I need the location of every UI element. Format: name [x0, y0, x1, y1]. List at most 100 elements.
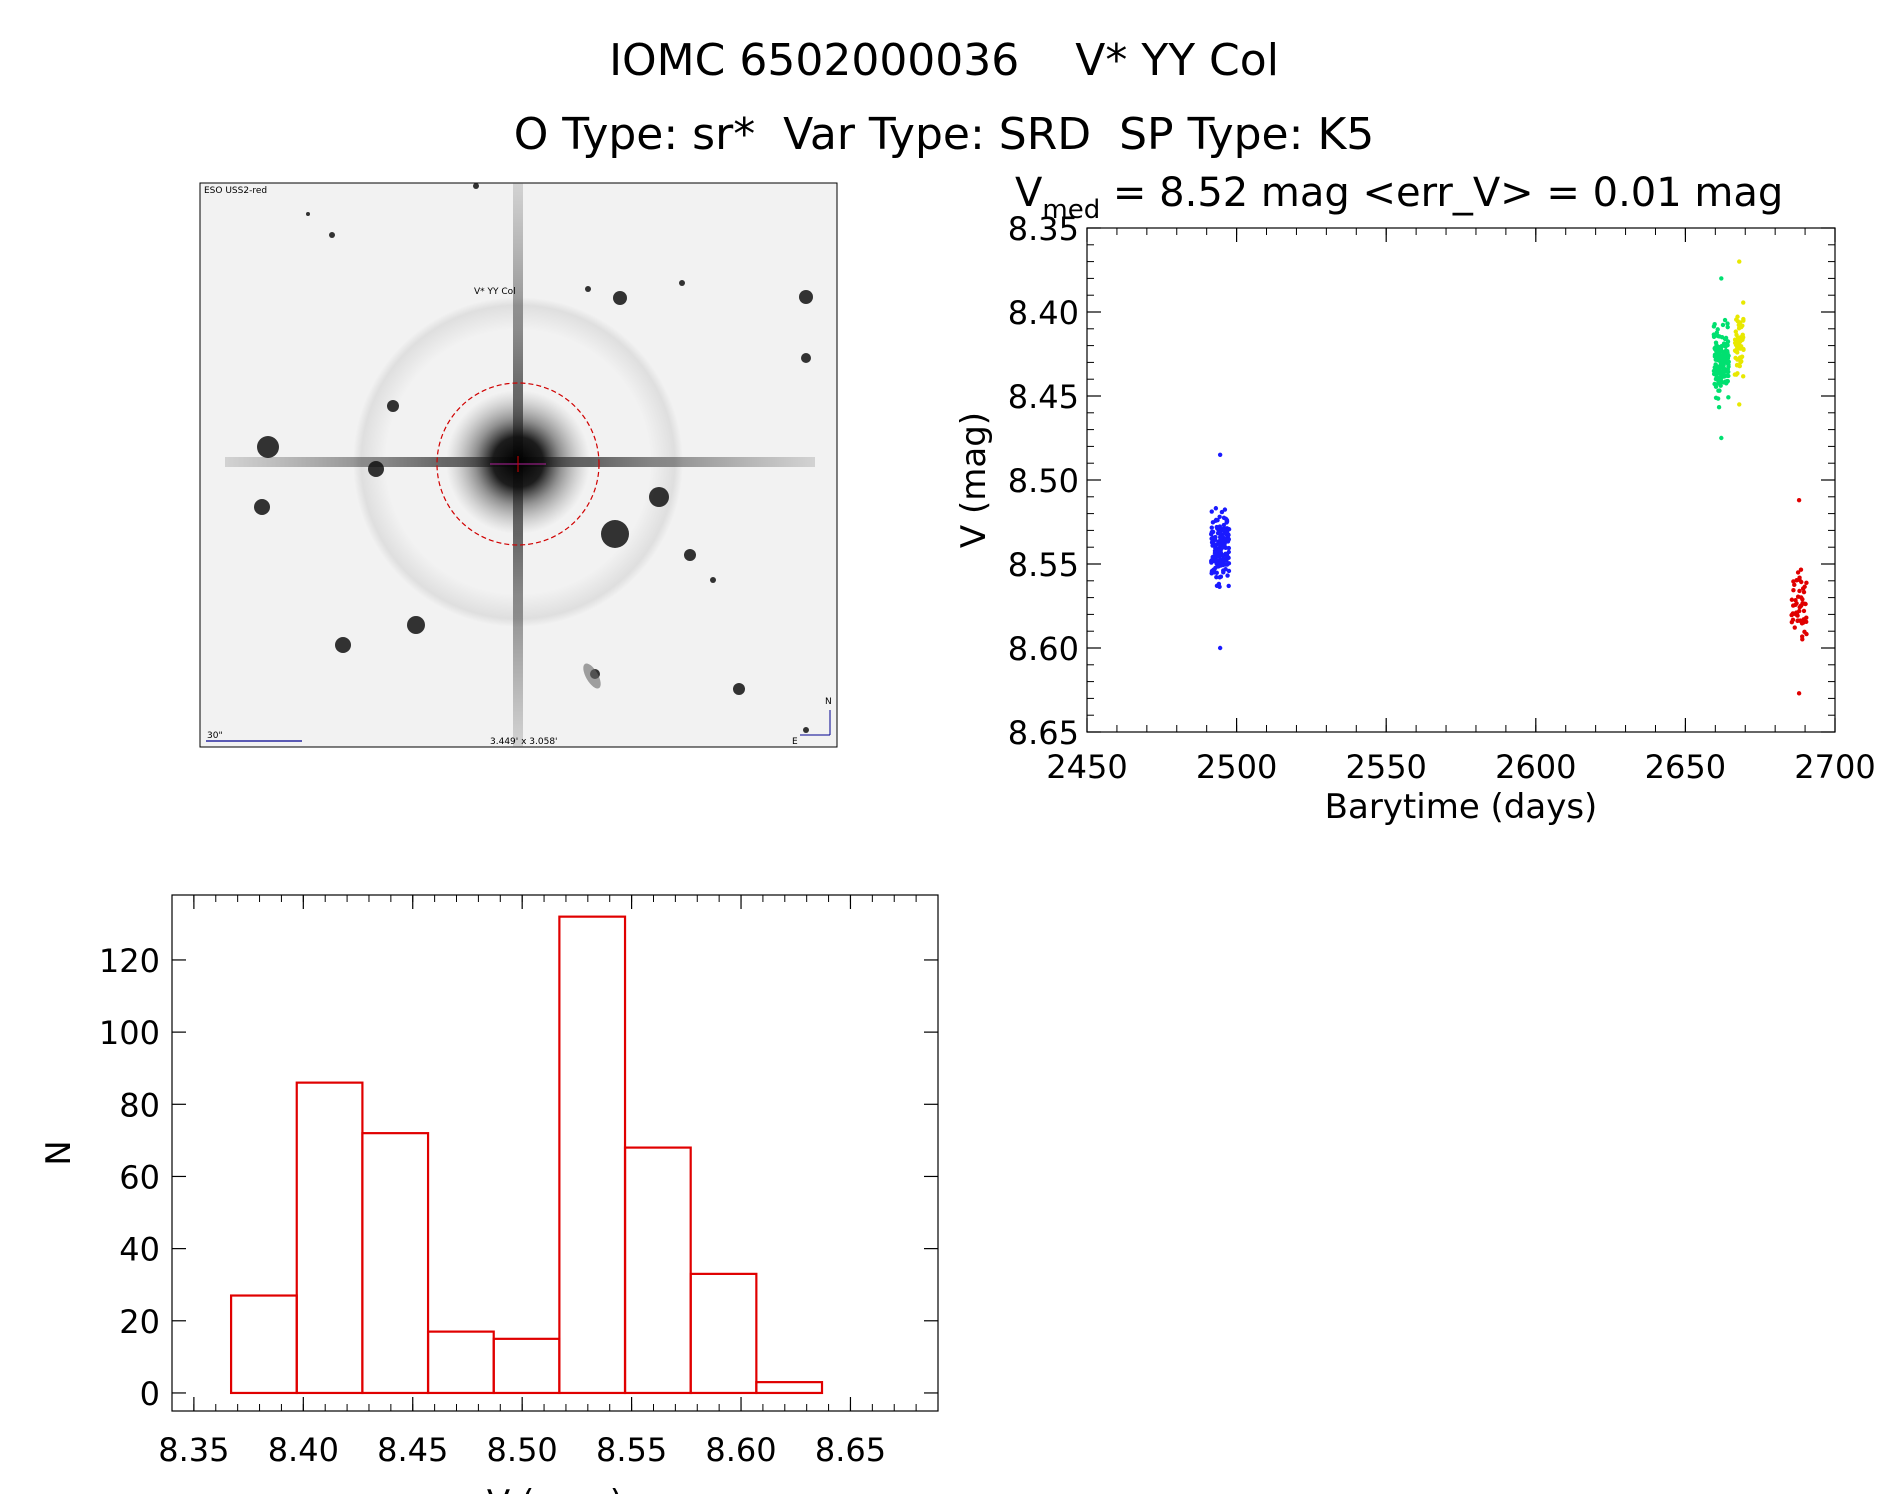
- lc-point: [1798, 595, 1804, 600]
- lc-point: [1724, 341, 1730, 346]
- lc-point: [1737, 320, 1743, 325]
- lc-point: [1804, 615, 1809, 620]
- lc-point: [1713, 367, 1719, 373]
- lc-point: [1221, 568, 1226, 573]
- lc-point: [1210, 539, 1215, 545]
- lc-point: [1209, 571, 1214, 576]
- lc-point: [1224, 530, 1229, 535]
- lc-ytick-label: 8.45: [1008, 378, 1079, 416]
- lc-point: [1219, 552, 1225, 558]
- lc-point: [1723, 373, 1728, 379]
- lc-point: [1221, 522, 1227, 528]
- lc-point: [1714, 356, 1719, 361]
- lc-point: [1217, 584, 1222, 590]
- lc-point: [1798, 567, 1804, 572]
- lc-point: [1725, 321, 1730, 326]
- lc-point: [1214, 574, 1219, 580]
- lc-point: [1216, 528, 1221, 533]
- lc-point: [1734, 332, 1739, 338]
- lc-point: [1712, 381, 1717, 387]
- lc-point: [1794, 610, 1799, 615]
- lc-ylabel: V (mag): [954, 412, 994, 548]
- lc-point: [1222, 527, 1227, 532]
- hist-bar: [558, 915, 627, 1395]
- field-star: [407, 616, 425, 634]
- lc-point: [1213, 506, 1219, 511]
- hist-ytick-label: 20: [119, 1303, 160, 1341]
- lc-point: [1225, 537, 1231, 542]
- hist-ytick-label: 0: [140, 1375, 160, 1413]
- field-star: [601, 520, 629, 548]
- field-star: [368, 461, 384, 477]
- lc-point: [1209, 525, 1214, 530]
- lc-point: [1714, 376, 1719, 381]
- lc-axes-frame: [1086, 227, 1836, 733]
- lc-point: [1804, 631, 1809, 637]
- lc-xtick-label: 2550: [1345, 748, 1426, 786]
- field-star: [473, 183, 479, 189]
- lc-xtick-label: 2500: [1196, 748, 1277, 786]
- lc-point: [1209, 509, 1214, 514]
- lc-point: [1722, 354, 1727, 360]
- field-star: [387, 400, 399, 412]
- lc-point: [1726, 395, 1731, 400]
- hist-ytick-label: 60: [119, 1158, 160, 1196]
- lc-point: [1741, 300, 1746, 305]
- lc-title-sub: med: [1042, 195, 1100, 225]
- lc-point: [1217, 531, 1223, 536]
- lc-point: [1791, 588, 1796, 593]
- lc-point: [1726, 353, 1731, 358]
- lc-point: [1718, 354, 1724, 360]
- field-star: [649, 487, 669, 507]
- lc-point: [1801, 608, 1807, 614]
- lc-point: [1210, 520, 1216, 525]
- lc-ytick-label: 8.50: [1008, 462, 1079, 500]
- hist-xtick-label: 8.55: [596, 1431, 667, 1469]
- lc-point: [1722, 336, 1728, 342]
- hist-xlabel: V (mag): [487, 1483, 623, 1494]
- field-star: [329, 232, 335, 238]
- lc-point: [1737, 355, 1743, 360]
- lc-point: [1723, 358, 1728, 363]
- lc-point: [1713, 371, 1719, 376]
- hist-bar: [755, 1381, 824, 1395]
- finder-target-circle: [436, 382, 600, 546]
- lc-point: [1801, 589, 1807, 595]
- lc-point: [1796, 691, 1802, 696]
- hist-axes-frame: [171, 894, 939, 1412]
- lc-point: [1711, 324, 1717, 329]
- lc-point: [1735, 314, 1740, 319]
- lc-point: [1216, 541, 1222, 546]
- lc-xtick-label: 2450: [1046, 748, 1127, 786]
- finder-target-label: V* YY Col: [474, 287, 516, 297]
- lc-xlabel: Barytime (days): [1325, 787, 1598, 827]
- hist-xtick-label: 8.35: [158, 1431, 229, 1469]
- lc-ytick-label: 8.65: [1008, 714, 1079, 752]
- lc-point: [1217, 452, 1223, 457]
- field-star: [733, 683, 745, 695]
- hist-bar: [623, 1146, 692, 1395]
- hist-xtick-label: 8.40: [268, 1431, 339, 1469]
- finder-field-stars: [254, 183, 813, 733]
- finder-scale-label: 30": [207, 731, 223, 741]
- lc-point: [1715, 396, 1721, 401]
- lc-point: [1733, 355, 1738, 361]
- lc-point: [1798, 603, 1804, 608]
- lc-ytick-label: 8.35: [1008, 210, 1079, 248]
- hist-bar: [426, 1330, 495, 1395]
- lc-point: [1795, 618, 1801, 623]
- lc-point: [1217, 514, 1222, 519]
- field-star: [799, 290, 813, 304]
- lc-point: [1716, 404, 1722, 410]
- lc-point: [1791, 579, 1796, 584]
- lc-xtick-label: 2700: [1794, 748, 1875, 786]
- hist-bar: [229, 1294, 298, 1395]
- lc-point: [1716, 388, 1721, 393]
- finder-north-label: N: [825, 697, 832, 707]
- lc-point: [1737, 363, 1742, 369]
- lc-point: [1797, 588, 1802, 594]
- lc-point: [1740, 332, 1745, 337]
- lc-point: [1792, 625, 1797, 630]
- lc-point: [1722, 366, 1727, 372]
- hist-ylabel: N: [39, 1140, 79, 1165]
